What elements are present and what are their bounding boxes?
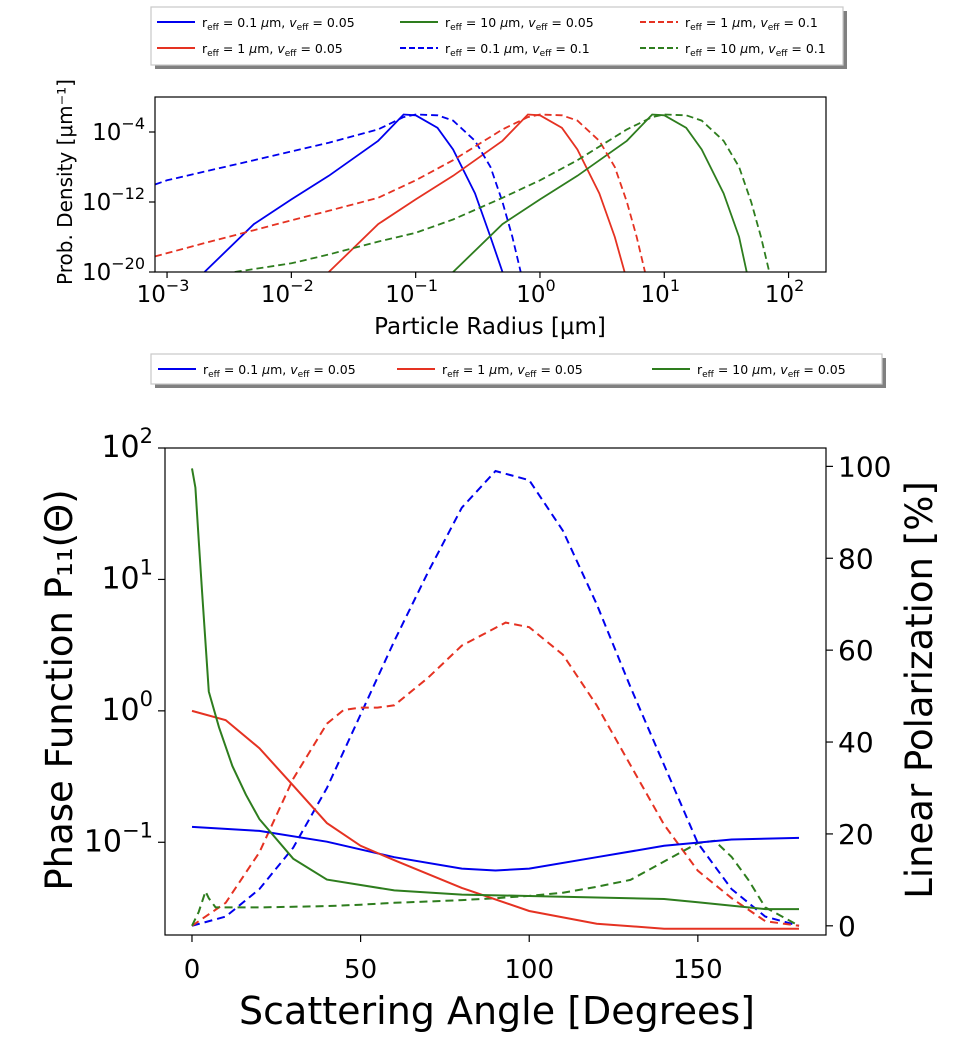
bottom-left-y-tick-label: 102 (101, 424, 153, 465)
top-x-tick-label: 101 (641, 276, 680, 308)
bottom-right-y-tick-label: 0 (838, 910, 856, 943)
bottom-x-axis-label: Scattering Angle [Degrees] (239, 989, 755, 1033)
top-axes-frame (154, 96, 827, 273)
top-x-axis-label: Particle Radius [μm] (374, 314, 606, 340)
legend-label: reff = 10 μm, veff = 0.05 (697, 362, 846, 380)
legend-label: reff = 0.1 μm, veff = 0.05 (203, 362, 356, 380)
scattering-series (191, 468, 800, 930)
top-legend-entry-2: reff = 1 μm, veff = 0.1 (640, 15, 818, 33)
top-y-ticks: 10−20 10−12 10−4 (82, 114, 155, 286)
mid-legend-entry-1: reff = 1 μm, veff = 0.05 (397, 362, 583, 380)
bottom-left-y-ticks: 102 101 100 10−1 (84, 424, 165, 859)
bottom-x-ticks: 0 50 100 150 (184, 935, 723, 985)
phase-series-0 (191, 825, 800, 872)
top-x-tick-label: 10−3 (137, 276, 190, 308)
legend-label: reff = 0.1 μm, veff = 0.05 (202, 15, 355, 33)
bottom-x-tick-label: 100 (504, 955, 554, 985)
top-y-axis-label: Prob. Density [μm⁻¹] (53, 79, 77, 285)
legend-label: reff = 1 μm, veff = 0.05 (202, 41, 343, 59)
legend-label: reff = 1 μm, veff = 0.05 (442, 362, 583, 380)
bottom-x-tick-label: 150 (673, 955, 723, 985)
polarization-series-1 (191, 621, 800, 927)
legend-label: reff = 1 μm, veff = 0.1 (685, 15, 818, 33)
bottom-right-y-tick-label: 60 (838, 634, 874, 667)
polarization-series-2 (191, 839, 800, 927)
mid-legend: reff = 0.1 μm, veff = 0.05 reff = 1 μm, v… (150, 353, 886, 388)
top-legend-entry-1: reff = 10 μm, veff = 0.05 (400, 15, 594, 33)
size-distribution-series (155, 113, 771, 272)
top-x-tick-label: 100 (516, 276, 555, 308)
size-series-4 (155, 113, 646, 272)
bottom-right-y-axis-label: Linear Polarization [%] (898, 481, 941, 899)
legend-label: reff = 10 μm, veff = 0.1 (685, 41, 826, 59)
bottom-x-tick-label: 50 (344, 955, 377, 985)
bottom-right-y-tick-label: 20 (838, 818, 874, 851)
top-legend-entry-5: reff = 10 μm, veff = 0.1 (640, 41, 826, 59)
bottom-left-y-axis-label: Phase Function P₁₁(Θ) (38, 489, 81, 890)
top-y-tick-label: 10−12 (82, 184, 145, 216)
bottom-right-y-tick-label: 40 (838, 726, 874, 759)
top-legend: reff = 0.1 μm, veff = 0.05 reff = 10 μm, … (150, 6, 847, 69)
size-distribution-panel: 10−3 10−2 10−1 100 101 102 10−20 10−12 10−4 Par… (53, 79, 827, 340)
mid-legend-entry-2: reff = 10 μm, veff = 0.05 (652, 362, 846, 380)
phase-series-1 (191, 709, 799, 930)
top-legend-entry-3: reff = 1 μm, veff = 0.05 (157, 41, 343, 59)
phase-series-2 (191, 468, 799, 911)
top-x-tick-label: 10−1 (385, 276, 438, 308)
mid-legend-entries: reff = 0.1 μm, veff = 0.05 reff = 1 μm, v… (158, 362, 846, 380)
scattering-panel: 0 50 100 150 102 101 100 10−1 0 20 40 60 80 100 Sca… (38, 424, 941, 1033)
bottom-right-y-tick-label: 80 (838, 542, 874, 575)
bottom-left-y-tick-label: 100 (101, 687, 153, 728)
legend-frame (150, 353, 883, 385)
polarization-series-0 (191, 469, 800, 927)
bottom-left-y-tick-label: 101 (101, 555, 153, 596)
bottom-right-y-tick-label: 100 (838, 450, 891, 483)
bottom-axes-frame (164, 447, 827, 936)
legend-frame (150, 6, 844, 66)
top-legend-entries: reff = 0.1 μm, veff = 0.05 reff = 10 μm, … (157, 15, 826, 59)
top-y-tick-label: 10−20 (82, 254, 145, 286)
top-legend-entry-0: reff = 0.1 μm, veff = 0.05 (157, 15, 355, 33)
size-series-3 (155, 113, 522, 272)
top-x-tick-label: 10−2 (261, 276, 314, 308)
bottom-left-y-tick-label: 10−1 (84, 818, 153, 859)
top-legend-entry-4: reff = 0.1 μm, veff = 0.1 (400, 41, 590, 59)
bottom-x-tick-label: 0 (184, 955, 201, 985)
bottom-right-y-ticks: 0 20 40 60 80 100 (826, 450, 891, 943)
legend-label: reff = 10 μm, veff = 0.05 (445, 15, 594, 33)
top-x-tick-label: 102 (765, 276, 804, 308)
legend-label: reff = 0.1 μm, veff = 0.1 (445, 41, 590, 59)
mid-legend-entry-0: reff = 0.1 μm, veff = 0.05 (158, 362, 356, 380)
top-y-tick-label: 10−4 (92, 114, 145, 146)
size-series-5 (234, 113, 771, 272)
top-x-ticks: 10−3 10−2 10−1 100 101 102 (137, 272, 804, 308)
